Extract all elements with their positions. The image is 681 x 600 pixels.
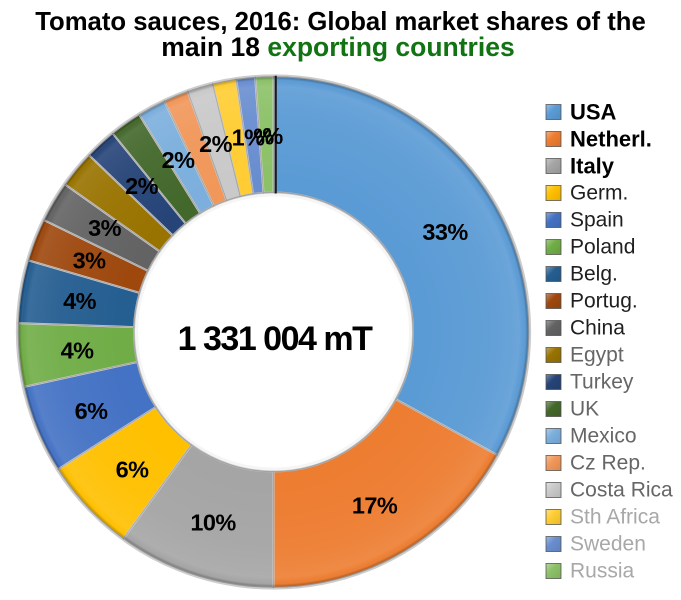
svg-text:2%: 2% bbox=[162, 147, 195, 173]
svg-text:6%: 6% bbox=[116, 457, 149, 483]
svg-text:%: % bbox=[262, 123, 283, 149]
svg-text:1 331 004 mT: 1 331 004 mT bbox=[178, 320, 373, 358]
svg-text:3%: 3% bbox=[73, 248, 106, 274]
svg-text:UK: UK bbox=[570, 398, 599, 421]
svg-text:4%: 4% bbox=[63, 288, 96, 314]
svg-text:Egypt: Egypt bbox=[570, 344, 624, 367]
svg-text:3%: 3% bbox=[88, 215, 121, 241]
svg-text:Mexico: Mexico bbox=[570, 425, 637, 448]
svg-text:Tomato sauces, 2016: Global ma: Tomato sauces, 2016: Global market share… bbox=[35, 8, 646, 36]
svg-text:Turkey: Turkey bbox=[570, 371, 634, 394]
svg-text:Italy: Italy bbox=[570, 154, 615, 179]
svg-text:Cz Rep.: Cz Rep. bbox=[570, 452, 646, 475]
svg-text:Germ.: Germ. bbox=[570, 182, 628, 205]
svg-text:10%: 10% bbox=[190, 510, 236, 536]
svg-text:Sweden: Sweden bbox=[570, 533, 646, 556]
svg-text:%: % bbox=[253, 124, 274, 150]
svg-text:1%: 1% bbox=[232, 125, 265, 151]
svg-text:China: China bbox=[570, 317, 625, 340]
svg-text:33%: 33% bbox=[422, 219, 468, 245]
svg-text:main 18 exporting countries: main 18 exporting countries bbox=[161, 32, 514, 62]
svg-text:Poland: Poland bbox=[570, 236, 635, 259]
svg-text:Spain: Spain bbox=[570, 209, 624, 232]
svg-text:Sth Africa: Sth Africa bbox=[570, 506, 660, 529]
svg-text:Costa Rica: Costa Rica bbox=[570, 479, 673, 502]
svg-text:Russia: Russia bbox=[570, 560, 635, 583]
svg-text:2%: 2% bbox=[125, 173, 158, 199]
svg-text:17%: 17% bbox=[352, 493, 398, 519]
svg-text:2%: 2% bbox=[199, 131, 232, 157]
svg-text:Belg.: Belg. bbox=[570, 263, 618, 286]
svg-text:Netherl.: Netherl. bbox=[570, 127, 652, 152]
svg-text:USA: USA bbox=[570, 100, 617, 125]
svg-text:Portug.: Portug. bbox=[570, 290, 638, 313]
svg-text:6%: 6% bbox=[75, 398, 108, 424]
svg-text:4%: 4% bbox=[61, 338, 94, 364]
